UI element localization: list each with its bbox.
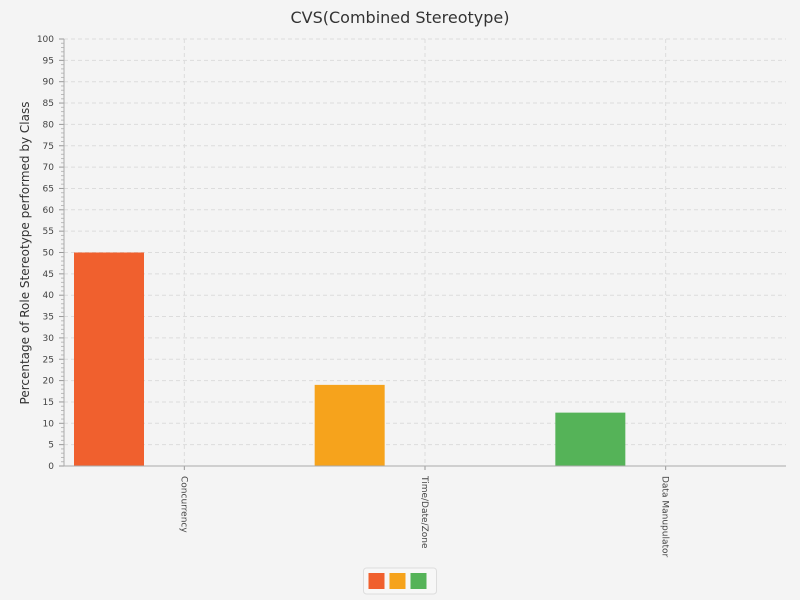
x-ticks: Concurrency Time/Date/Zone Data Manupulato… bbox=[178, 475, 669, 558]
y-ticks: 0 5 10 15 20 25 30 35 40 45 50 55 60 65 70 75 80 85 90 95 10… bbox=[37, 35, 54, 472]
x-tick-label: Concurrency bbox=[178, 476, 188, 533]
x-tick-label: Data Manupulator bbox=[660, 476, 670, 558]
y-tick-label: 50 bbox=[43, 249, 55, 259]
y-tick-label: 25 bbox=[43, 355, 54, 365]
bar-data-manupulator bbox=[555, 412, 626, 466]
legend-swatch bbox=[368, 573, 385, 589]
y-tick-label: 70 bbox=[43, 163, 55, 173]
y-tick-label: 100 bbox=[37, 35, 54, 45]
y-tick-label: 45 bbox=[43, 270, 54, 280]
x-tick-label: Time/Date/Zone bbox=[419, 475, 429, 549]
y-tick-label: 40 bbox=[43, 291, 55, 301]
chart-title: CVS(Combined Stereotype) bbox=[290, 8, 509, 27]
axes bbox=[59, 38, 786, 470]
y-tick-label: 75 bbox=[43, 142, 54, 152]
bar-time-date-zone bbox=[314, 384, 385, 466]
y-tick-label: 15 bbox=[43, 398, 54, 408]
y-tick-label: 65 bbox=[43, 184, 54, 194]
y-tick-label: 55 bbox=[43, 227, 54, 237]
y-tick-label: 80 bbox=[43, 120, 55, 130]
y-tick-label: 0 bbox=[48, 462, 54, 472]
grid bbox=[64, 38, 786, 466]
y-tick-label: 20 bbox=[43, 377, 55, 387]
y-axis-label: Percentage of Role Stereotype performed … bbox=[18, 102, 32, 405]
legend-swatch bbox=[410, 573, 427, 589]
y-tick-label: 95 bbox=[43, 56, 54, 66]
legend-swatch bbox=[389, 573, 406, 589]
y-tick-label: 10 bbox=[43, 419, 55, 429]
legend bbox=[363, 567, 437, 595]
bars bbox=[74, 252, 626, 466]
y-tick-label: 35 bbox=[43, 313, 54, 323]
y-tick-label: 5 bbox=[48, 441, 54, 451]
y-tick-label: 30 bbox=[43, 334, 55, 344]
y-tick-label: 60 bbox=[43, 206, 55, 216]
y-tick-label: 90 bbox=[43, 78, 55, 88]
bar-concurrency bbox=[74, 252, 144, 466]
y-tick-label: 85 bbox=[43, 99, 54, 109]
